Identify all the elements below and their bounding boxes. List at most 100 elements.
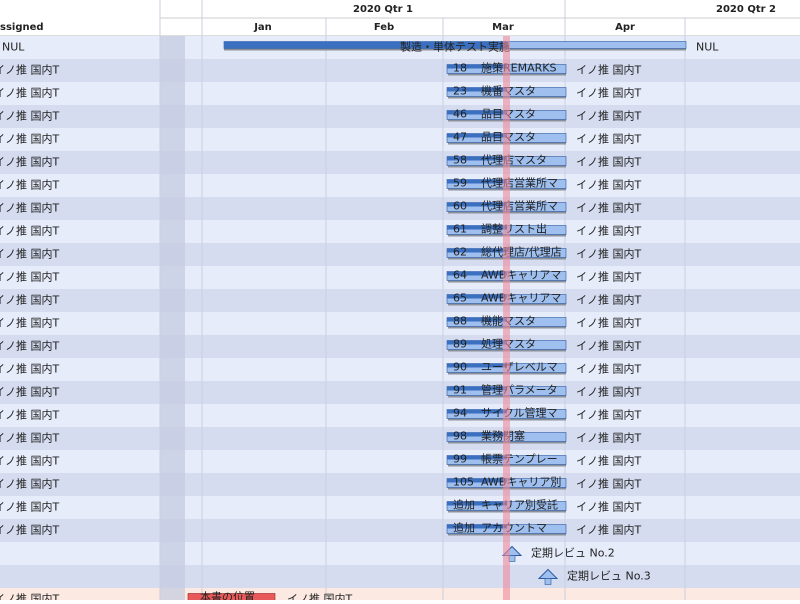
- resource-cell: イノ推 国内T: [576, 132, 641, 146]
- resource-cell: イノ推 国内T: [576, 339, 641, 353]
- task-id: 46: [453, 108, 467, 121]
- task-name: 帳票テンプレー: [481, 452, 558, 466]
- task-id: 90: [453, 361, 467, 374]
- row-bg: [0, 128, 800, 151]
- assigned-cell: イノ推 国内T: [0, 293, 59, 307]
- milestone-label: 定期レビュ No.2: [531, 546, 615, 560]
- task-progress: [447, 317, 507, 322]
- assigned-cell: イノ推 国内T: [0, 224, 59, 238]
- resource-cell: イノ推 国内T: [576, 431, 641, 445]
- assigned-cell: イノ推 国内T: [0, 316, 59, 330]
- task-id: 60: [453, 200, 467, 213]
- task-progress: [447, 133, 507, 138]
- assigned-cell: イノ推 国内T: [0, 201, 59, 215]
- task-id: 62: [453, 246, 467, 259]
- task-progress: [447, 432, 507, 437]
- task-id: 61: [453, 223, 467, 236]
- task-id: 47: [453, 131, 467, 144]
- resource-cell: イノ推 国内T: [576, 362, 641, 376]
- task-progress: [447, 202, 507, 207]
- assigned-cell: イノ推 国内T: [0, 408, 59, 422]
- task-id: 94: [453, 407, 467, 420]
- task-name: ユーザレベルマ: [481, 361, 558, 374]
- resource-cell: イノ推 国内T: [576, 316, 641, 330]
- task-name: 総代理店/代理店: [481, 245, 562, 259]
- assigned-cell: イノ推 国内T: [0, 132, 59, 146]
- quarter-label: 2020 Qtr 2: [716, 4, 776, 15]
- row-bg: [0, 312, 800, 335]
- task-id: 65: [453, 292, 467, 305]
- assigned-cell: イノ推 国内T: [0, 362, 59, 376]
- assigned-cell: イノ推 国内T: [0, 385, 59, 399]
- resource-cell: イノ推 国内T: [576, 224, 641, 238]
- today-line: [503, 36, 510, 600]
- row-bg: [0, 450, 800, 473]
- assigned-cell: イノ推 国内T: [0, 592, 59, 601]
- milestone-label: 定期レビュ No.3: [567, 569, 651, 583]
- task-progress: [447, 340, 507, 345]
- resource-cell: イノ推 国内T: [576, 270, 641, 284]
- task-progress: [447, 294, 507, 299]
- milestone-stem: [544, 578, 552, 585]
- resource-cell: イノ推 国内T: [576, 293, 641, 307]
- bar-label: 製造・単体テスト実施: [400, 40, 510, 54]
- task-progress: [447, 271, 507, 276]
- row-bg: [0, 220, 800, 243]
- resource-cell: イノ推 国内T: [576, 500, 641, 514]
- task-name: AWBキャリア別: [481, 476, 561, 489]
- task-name: 代理店マスタ: [481, 153, 547, 167]
- task-name: AWBキャリアマ: [481, 292, 561, 305]
- resource-cell: イノ推 国内T: [576, 385, 641, 399]
- nonwork-column: [160, 36, 185, 600]
- month-label: Feb: [374, 22, 394, 33]
- row-bg: [0, 105, 800, 128]
- row-bg: [0, 59, 800, 82]
- assigned-cell: イノ推 国内T: [0, 155, 59, 169]
- assigned-cell: イノ推 国内T: [0, 63, 59, 77]
- task-name: 代理店営業所マ: [481, 176, 558, 190]
- row-bg: [0, 151, 800, 174]
- task-id: 89: [453, 338, 467, 351]
- month-label: Jan: [253, 22, 272, 33]
- task-name: 調整リスト出: [481, 222, 547, 236]
- task-name: 施策REMARKS: [481, 61, 556, 75]
- task-id: 105: [453, 476, 474, 489]
- row-bg: [0, 266, 800, 289]
- resource-cell: イノ推 国内T: [576, 523, 641, 537]
- task-id: 18: [453, 62, 467, 75]
- month-label: Mar: [492, 22, 514, 33]
- row-bg: [0, 565, 800, 588]
- resource-cell: イノ推 国内T: [576, 477, 641, 491]
- month-label: Apr: [615, 22, 635, 33]
- task-id: 98: [453, 430, 467, 443]
- row-bg: [0, 197, 800, 220]
- task-id: 追加: [453, 498, 475, 512]
- resource-cell: イノ推 国内T: [576, 454, 641, 468]
- task-progress: [447, 225, 507, 230]
- resource-cell: イノ推 国内T: [576, 408, 641, 422]
- task-progress: [447, 64, 507, 69]
- task-progress: [447, 179, 507, 184]
- task-id: 23: [453, 85, 467, 98]
- resource-cell: イノ推 国内T: [576, 86, 641, 100]
- row-bg: [0, 542, 800, 565]
- row-bg: [0, 243, 800, 266]
- resource-cell: イノ推 国内T: [576, 201, 641, 215]
- row-bg: [0, 174, 800, 197]
- resource-cell: イノ推 国内T: [576, 155, 641, 169]
- row-bg: [0, 289, 800, 312]
- assigned-cell: イノ推 国内T: [0, 454, 59, 468]
- task-progress: [447, 455, 507, 460]
- assigned-cell: イノ推 国内T: [0, 477, 59, 491]
- assigned-cell: イノ推 国内T: [0, 523, 59, 537]
- task-id: 58: [453, 154, 467, 167]
- task-name: アカウントマ: [481, 522, 547, 535]
- resource-cell: イノ推 国内T: [287, 592, 352, 601]
- quarter-label: 2020 Qtr 1: [353, 4, 413, 15]
- task-id: 91: [453, 384, 467, 397]
- assigned-cell: イノ推 国内T: [0, 109, 59, 123]
- row-bg: [0, 82, 800, 105]
- task-progress: [447, 110, 507, 115]
- resource-cell: イノ推 国内T: [576, 63, 641, 77]
- row-bg: [0, 358, 800, 381]
